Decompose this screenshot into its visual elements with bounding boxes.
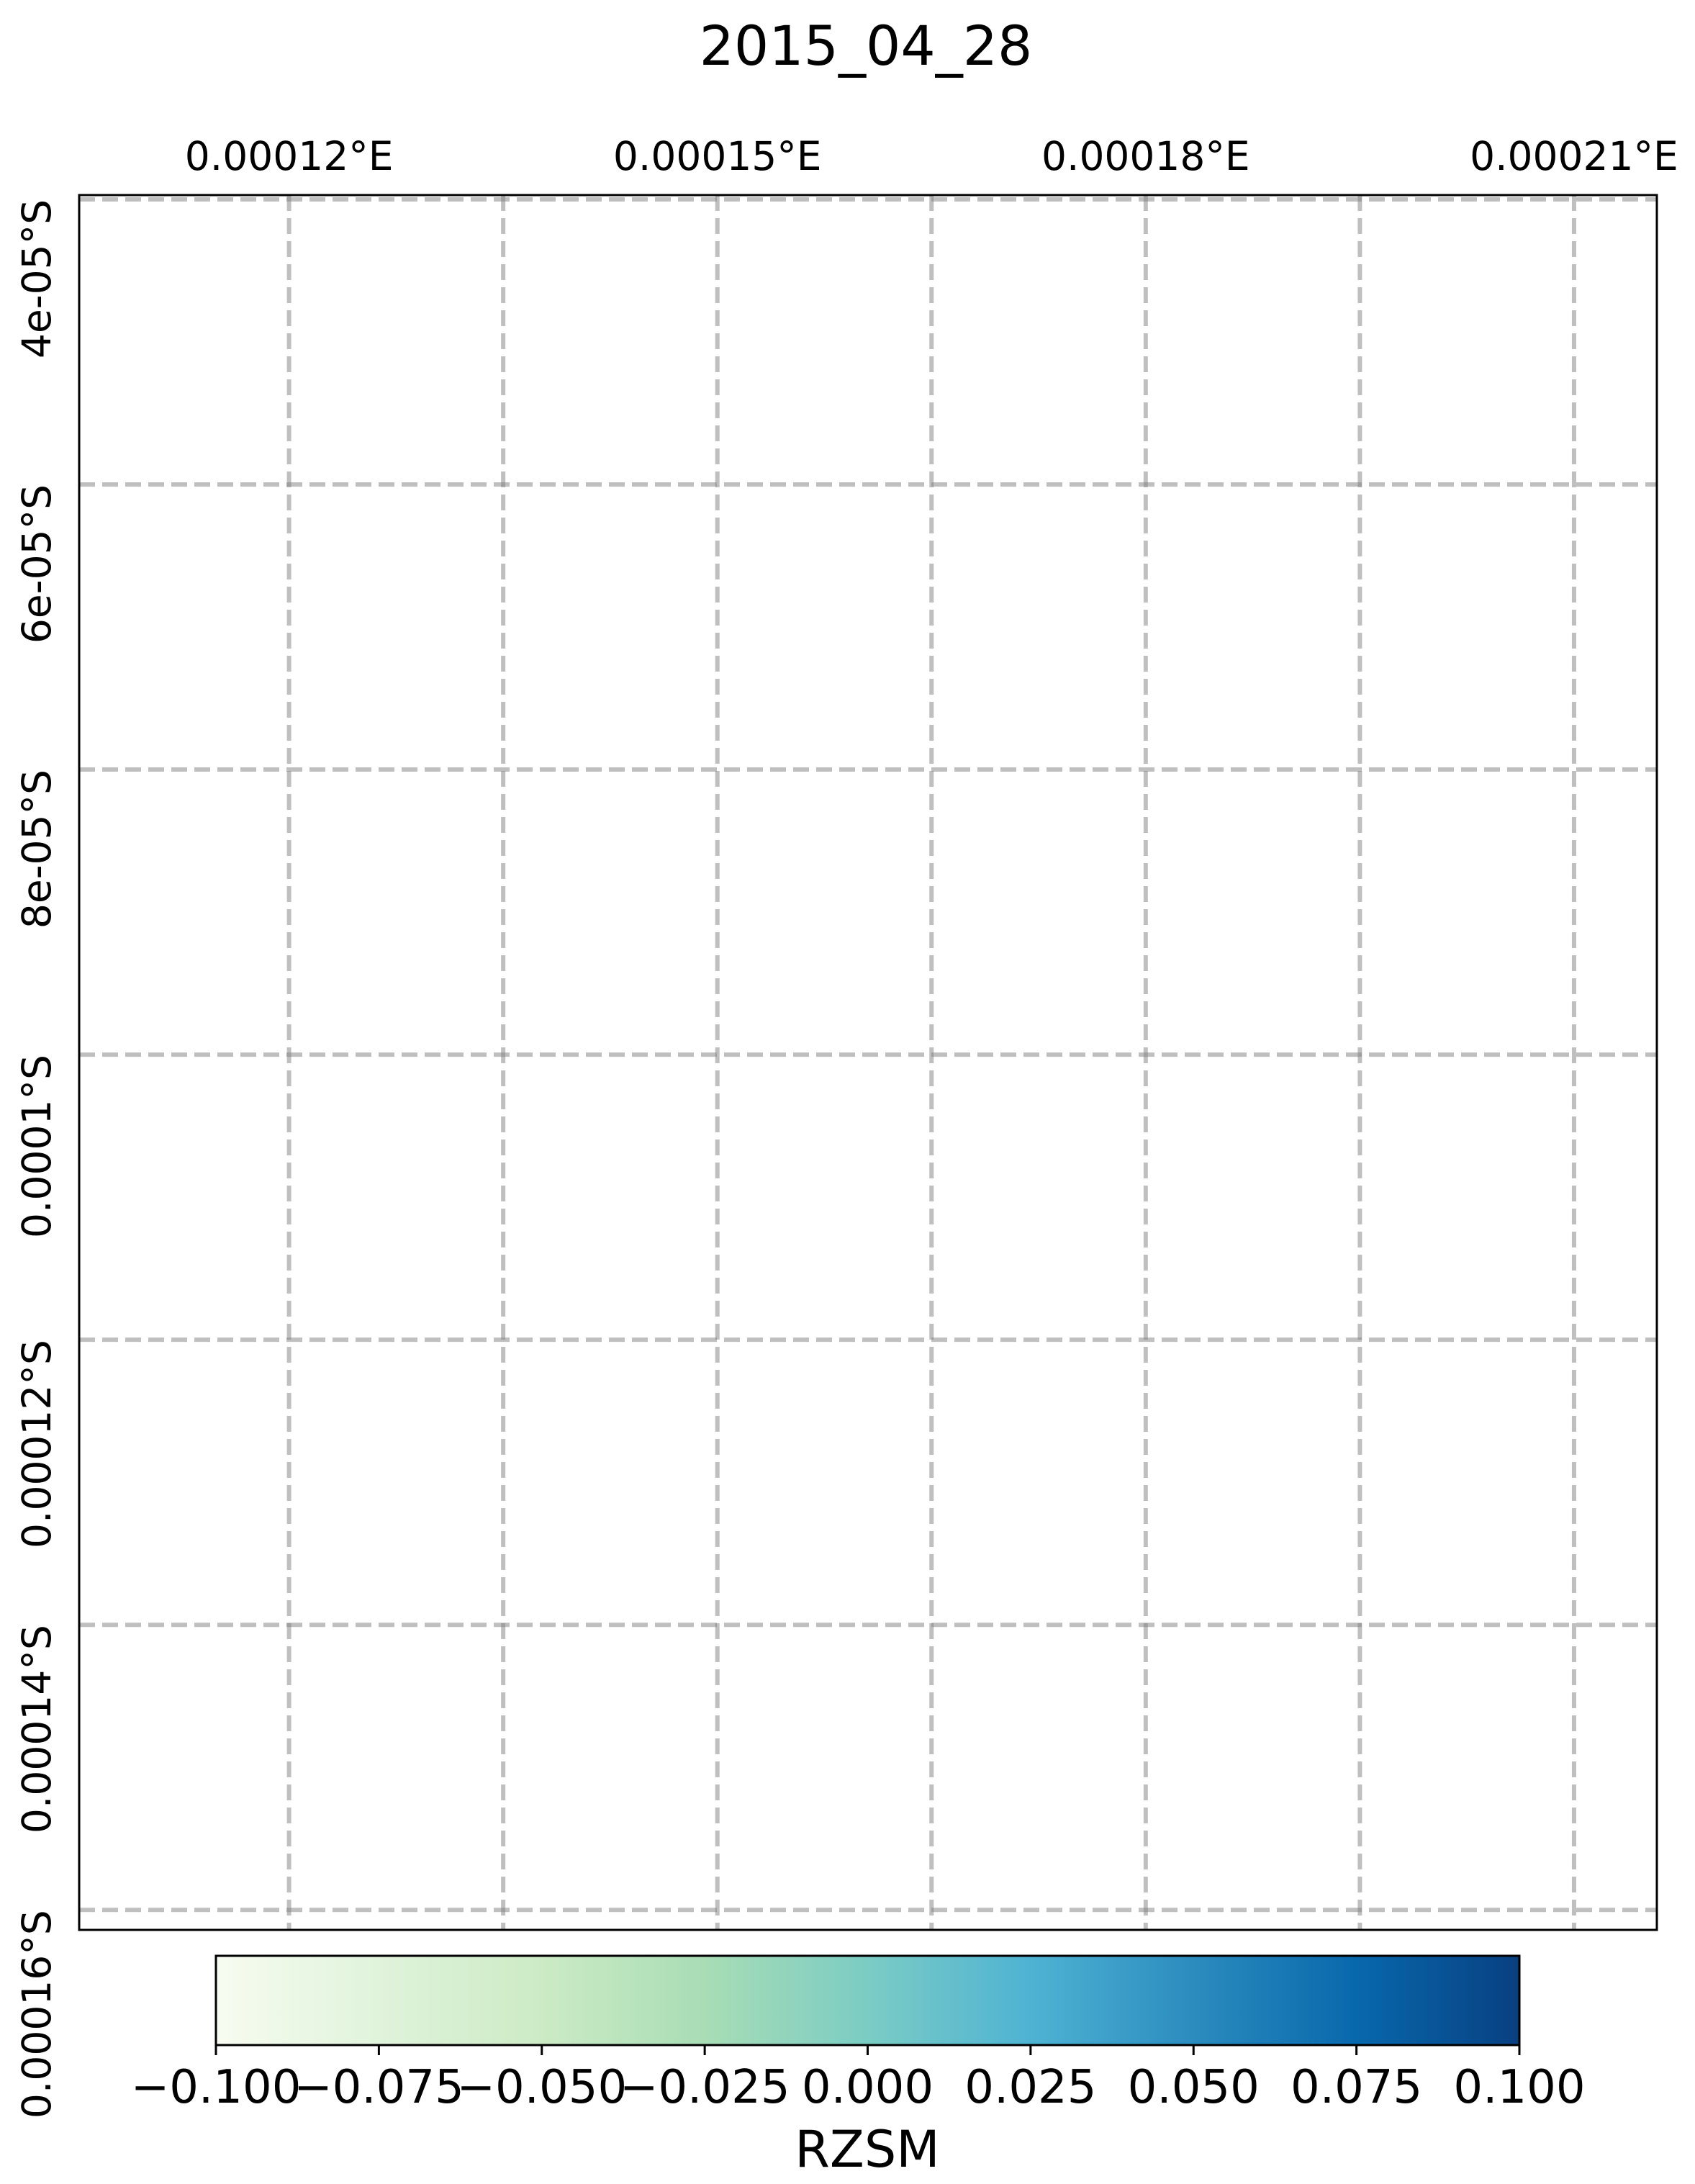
latitude-tick-label: 0.0001°S [14,1055,60,1238]
colorbar-tick-label: −0.025 [620,2061,790,2114]
chart-title: 2015_04_28 [700,14,1033,78]
longitude-tick-labels: 0.00012°E 0.00015°E 0.00018°E 0.00021°E [185,133,1678,179]
colorbar-gradient [214,1954,1521,2047]
latitude-tick-label: 8e-05°S [14,770,60,929]
colorbar-tick-label: −0.075 [294,2061,464,2114]
longitude-tick-label: 0.00018°E [1041,133,1250,179]
colorbar-label: RZSM [795,2120,939,2179]
map-frame-border [78,194,1658,1931]
latitude-tick-label: 4e-05°S [14,199,60,358]
map-frame [78,194,1658,1931]
colorbar-tick-label: 0.025 [964,2061,1096,2114]
longitude-tick-label: 0.00015°E [613,133,822,179]
latitude-tick-label: 0.00016°S [14,1910,60,2118]
colorbar-tick-label: 0.000 [802,2061,934,2114]
latitude-gridlines [79,197,1657,1913]
colorbar-tick-label: −0.100 [131,2061,302,2114]
longitude-tick-label: 0.00012°E [185,133,394,179]
colorbar-tick-label: 0.075 [1291,2061,1422,2114]
map-plot-area [78,194,1658,1931]
latitude-tick-labels: 4e-05°S 6e-05°S 8e-05°S 0.0001°S 0.00012°S 0.… [14,199,60,2118]
colorbar-tick-label: −0.050 [456,2061,627,2114]
colorbar-tick-label: 0.050 [1128,2061,1260,2114]
colorbar-ticks: −0.100−0.075−0.050−0.025 0.000 0.025 0.050 0… [131,2045,1586,2114]
latitude-tick-label: 0.00014°S [14,1625,60,1833]
longitude-tick-label: 0.00021°E [1470,133,1678,179]
latitude-tick-label: 6e-05°S [14,484,60,644]
colorbar: −0.100−0.075−0.050−0.025 0.000 0.025 0.050 0… [131,1954,1586,2179]
colorbar-tick-label: 0.100 [1453,2061,1585,2114]
latitude-tick-label: 0.00012°S [14,1340,60,1548]
